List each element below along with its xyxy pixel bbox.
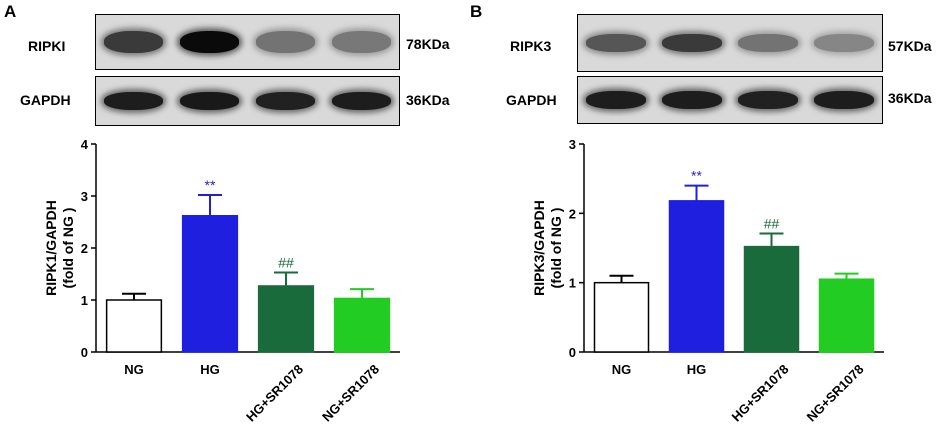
western-blot-ripk1 [95, 14, 400, 70]
bar-hg-sr1078 [257, 285, 315, 353]
blot-band [814, 34, 874, 52]
y-tick-label: 0 [569, 345, 576, 360]
bar-ng-sr1078 [818, 278, 875, 353]
panel-b: B RIPK3 57KDa GAPDH 36KDa 0 1 2 3 RIPK3/GAPD… [470, 0, 941, 439]
blot-band [104, 92, 164, 110]
bar-chart-ripk3: 0 1 2 3 RIPK3/GAPDH (fold of NG ) NG ** HG ## HG+S… [531, 137, 884, 425]
blot-label-gapdh: GAPDH [506, 92, 557, 108]
blot-band [331, 31, 391, 53]
y-tick-label: 3 [81, 189, 88, 204]
x-tick-label: NG [124, 362, 144, 377]
y-tick-label: 1 [569, 276, 576, 291]
x-tick-label: NG [612, 362, 632, 377]
blot-band [104, 31, 164, 53]
blot-band [586, 34, 646, 52]
y-axis-label-sub: (fold of NG ) [548, 208, 564, 289]
blot-band [180, 31, 240, 53]
panel-letter: A [4, 2, 17, 21]
blot-band [738, 91, 798, 109]
y-tick-label: 1 [81, 293, 88, 308]
bar-ng [105, 299, 163, 353]
bar-chart-ripk1: 0 1 2 3 4 RIPK1/GAPDH (fold of NG ) NG ** HG ## HG+… [43, 137, 400, 425]
y-axis-label-sub: (fold of NG ) [60, 208, 76, 289]
blot-band [255, 31, 315, 53]
blot-band [662, 91, 722, 109]
kda-label-gapdh: 36KDa [888, 90, 932, 106]
panel-letter: B [470, 2, 483, 21]
bar-hg [668, 200, 725, 353]
y-tick-label: 2 [569, 206, 576, 221]
kda-label-ripk1: 78KDa [406, 36, 450, 52]
blot-band [180, 92, 240, 110]
blot-band [814, 91, 874, 109]
blot-band [586, 91, 646, 109]
western-blot-gapdh [95, 76, 400, 126]
bar-ng-sr1078 [333, 297, 391, 353]
y-tick-label: 2 [81, 241, 88, 256]
significance-label: ** [205, 177, 216, 193]
western-blot-gapdh [577, 76, 883, 124]
x-tick-label: HG+SR1078 [243, 362, 306, 425]
bar-ng [593, 281, 650, 353]
y-tick-label: 3 [569, 137, 576, 152]
y-axis-label: RIPK3/GAPDH [531, 200, 547, 296]
y-tick-label: 0 [81, 345, 88, 360]
x-tick-label: NG+SR1078 [319, 362, 382, 425]
blot-band [255, 92, 315, 110]
panel-a: A RIPKI 78KDa GAPDH 36KDa 0 1 2 3 4 RIPK1/GAP… [0, 0, 470, 439]
blot-band [662, 34, 722, 52]
kda-label-ripk3: 57KDa [888, 38, 932, 54]
x-tick-label: HG [200, 362, 220, 377]
x-tick-label: HG [687, 362, 707, 377]
blot-band [738, 34, 798, 52]
blot-band [331, 92, 391, 110]
kda-label-gapdh: 36KDa [406, 92, 450, 108]
x-tick-label: NG+SR1078 [804, 362, 867, 425]
western-blot-ripk3 [577, 14, 883, 72]
bar-hg-sr1078 [743, 245, 800, 353]
bar-hg [181, 215, 239, 353]
blot-label-ripk3: RIPK3 [510, 38, 552, 54]
significance-label: ## [764, 215, 780, 231]
significance-label: ## [278, 254, 294, 270]
significance-label: ** [691, 168, 702, 184]
blot-label-gapdh: GAPDH [20, 92, 71, 108]
blot-label-ripk1: RIPKI [28, 38, 66, 54]
y-tick-label: 4 [81, 137, 89, 152]
x-tick-label: HG+SR1078 [729, 362, 792, 425]
y-axis-label: RIPK1/GAPDH [43, 200, 59, 296]
